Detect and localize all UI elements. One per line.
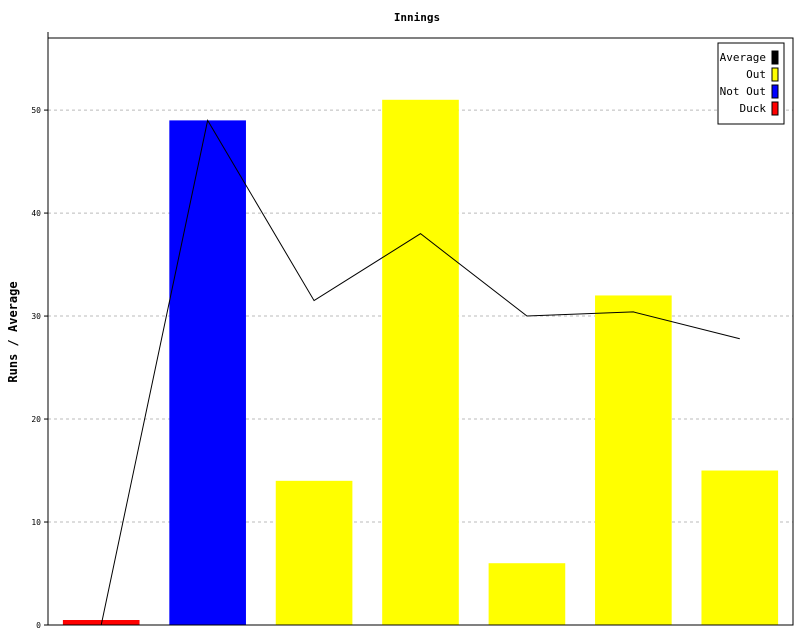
legend-swatch xyxy=(771,84,779,99)
legend-swatch xyxy=(771,67,779,82)
y-tick-label: 0 xyxy=(36,621,41,630)
legend-label: Duck xyxy=(740,102,767,115)
y-tick-label: 50 xyxy=(31,106,41,115)
legend-swatch xyxy=(771,101,779,116)
bars-group xyxy=(62,99,779,626)
bar-6 xyxy=(595,295,672,625)
y-tick-label: 40 xyxy=(31,209,41,218)
y-axis-label: Runs / Average xyxy=(6,281,20,382)
y-tick-label: 30 xyxy=(31,312,41,321)
legend: Average Out Not Out Duck xyxy=(717,42,785,125)
y-tick-label: 20 xyxy=(31,415,41,424)
legend-label: Average xyxy=(720,51,766,64)
y-tick-label: 10 xyxy=(31,518,41,527)
average-line-group xyxy=(100,119,740,626)
bar-2 xyxy=(169,120,246,626)
legend-label: Out xyxy=(746,68,766,81)
average-line xyxy=(100,119,740,626)
bar-5 xyxy=(488,563,566,625)
bar-4 xyxy=(382,99,459,625)
bar-7 xyxy=(701,470,779,625)
chart-title: Innings xyxy=(394,11,440,24)
legend-label: Not Out xyxy=(720,85,766,98)
bar-1 xyxy=(62,620,140,625)
y-ticks: 0 10 20 30 40 50 xyxy=(31,106,48,630)
bar-3 xyxy=(275,480,353,625)
legend-swatch xyxy=(771,50,779,65)
